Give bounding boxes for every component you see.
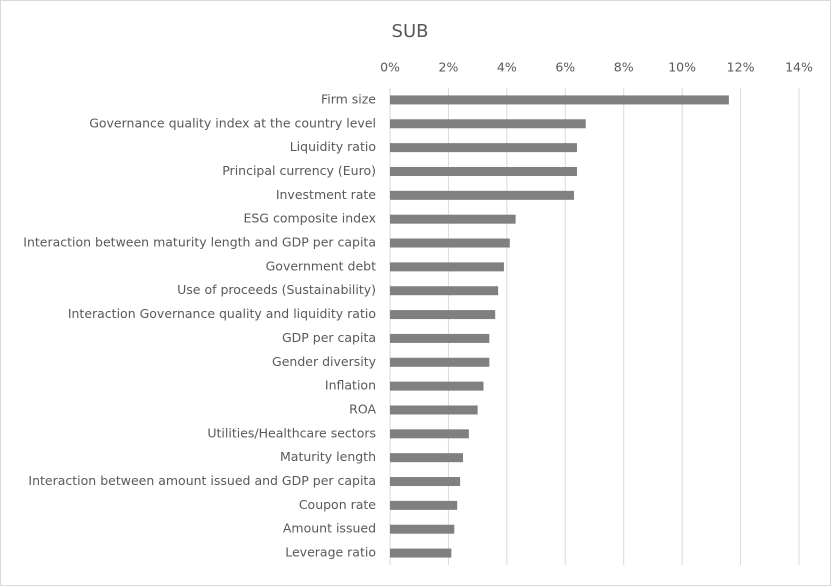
bar <box>390 190 575 200</box>
bar <box>390 166 577 176</box>
bar <box>390 405 478 415</box>
bar <box>390 95 729 105</box>
y-tick-label: Coupon rate <box>299 497 376 512</box>
y-tick-label: Liquidity ratio <box>290 139 376 154</box>
chart-title: SUB <box>392 21 429 42</box>
y-tick-label: Interaction Governance quality and liqui… <box>68 306 376 321</box>
x-tick-label: 8% <box>614 60 634 75</box>
y-tick-label: Use of proceeds (Sustainability) <box>177 282 376 297</box>
y-tick-label: Maturity length <box>280 449 376 464</box>
y-tick-label: Inflation <box>325 378 376 393</box>
y-tick-label: Gender diversity <box>272 354 377 369</box>
x-tick-label: 4% <box>497 60 517 75</box>
bar <box>390 500 458 510</box>
y-tick-label: Government debt <box>266 258 376 273</box>
y-tick-label: Amount issued <box>283 521 376 536</box>
bar <box>390 357 490 367</box>
bar <box>390 548 452 558</box>
y-tick-label: Principal currency (Euro) <box>222 163 376 178</box>
y-tick-label: Interaction between maturity length and … <box>23 235 376 250</box>
y-tick-label: Firm size <box>321 91 376 106</box>
x-tick-label: 2% <box>439 60 459 75</box>
bar <box>390 286 499 296</box>
y-tick-label: Governance quality index at the country … <box>89 115 376 130</box>
y-tick-label: Leverage ratio <box>285 545 376 560</box>
x-tick-label: 14% <box>785 60 813 75</box>
x-tick-label: 0% <box>380 60 400 75</box>
bar <box>390 214 516 224</box>
y-tick-label: ROA <box>349 401 376 416</box>
bar <box>390 119 586 129</box>
bar <box>390 333 490 343</box>
bar <box>390 524 455 534</box>
y-tick-label: GDP per capita <box>282 330 376 345</box>
bar <box>390 453 464 463</box>
x-tick-label: 12% <box>727 60 755 75</box>
bar <box>390 381 484 391</box>
bar <box>390 143 577 153</box>
y-tick-label: Interaction between amount issued and GD… <box>28 473 376 488</box>
y-tick-label: Utilities/Healthcare sectors <box>207 425 376 440</box>
bar <box>390 477 461 487</box>
bar <box>390 429 469 439</box>
bar <box>390 238 510 248</box>
x-tick-label: 6% <box>555 60 575 75</box>
y-tick-label: Investment rate <box>276 187 376 202</box>
bar <box>390 310 496 320</box>
bar <box>390 262 504 272</box>
x-tick-label: 10% <box>668 60 696 75</box>
y-tick-label: ESG composite index <box>243 211 376 226</box>
